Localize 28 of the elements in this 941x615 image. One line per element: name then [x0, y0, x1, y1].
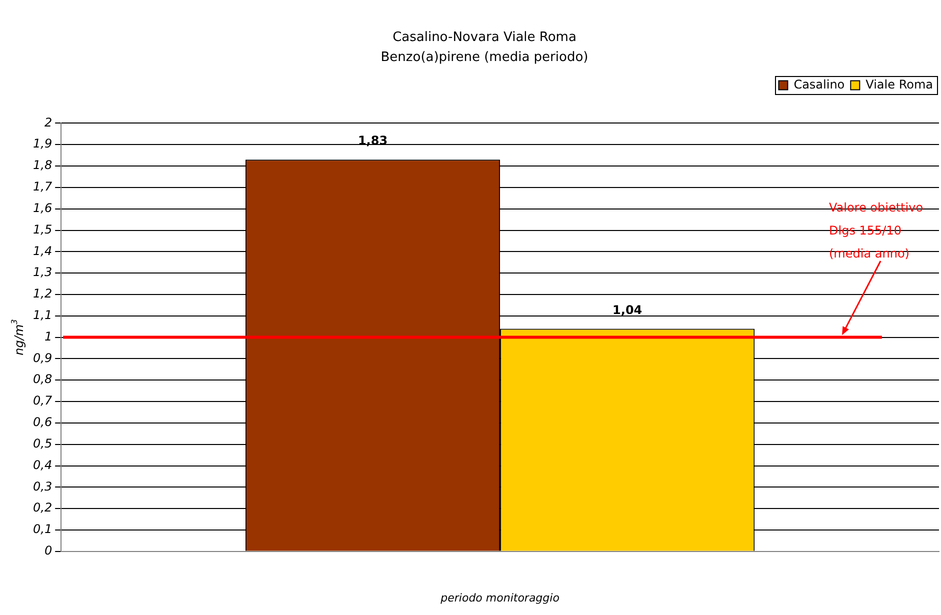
y-tick-label: 0,3	[32, 479, 52, 494]
y-tick-label: 1,6	[32, 200, 52, 215]
y-tick-label: 1,4	[32, 244, 52, 258]
legend-label: Casalino	[794, 77, 845, 92]
y-tick-label: 0,1	[32, 522, 52, 536]
y-tick-label: 0	[44, 544, 52, 558]
y-tick-label: 1,1	[32, 308, 52, 322]
y-tick-label: 1,8	[32, 158, 52, 172]
y-tick-label: 1,5	[32, 222, 52, 236]
legend-label: Viale Roma	[866, 77, 934, 92]
y-tick-label: 1,7	[32, 180, 52, 194]
y-tick-label: 1,2	[32, 286, 52, 301]
y-tick-label: 0,9	[32, 350, 52, 365]
y-tick-label: 0,7	[32, 394, 52, 408]
y-tick-label: 0,2	[32, 500, 52, 515]
y-tick-label: 0,5	[32, 436, 52, 450]
y-tick-label: 0,6	[32, 415, 52, 430]
y-axis-title: ng/m3	[10, 319, 26, 356]
y-tick-label: 0,4	[32, 458, 52, 472]
y-tick-label: 1,3	[32, 265, 52, 280]
chart-title: Casalino-Novara Viale Roma	[392, 30, 576, 46]
chart-subtitle: Benzo(a)pirene (media periodo)	[380, 50, 588, 65]
y-tick-label: 0,8	[32, 372, 52, 386]
y-tick-label: 1,9	[32, 136, 52, 151]
x-axis-title: periodo monitoraggio	[440, 591, 560, 604]
data-label: 1,04	[612, 302, 642, 317]
y-tick-label: 1	[44, 329, 52, 344]
y-tick-label: 2	[44, 115, 52, 130]
